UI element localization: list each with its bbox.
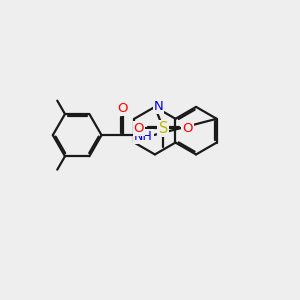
Text: NH: NH [134, 130, 153, 143]
Text: O: O [134, 122, 144, 135]
Text: N: N [154, 100, 163, 113]
Text: S: S [158, 121, 168, 136]
Text: O: O [182, 122, 193, 135]
Text: O: O [118, 102, 128, 115]
